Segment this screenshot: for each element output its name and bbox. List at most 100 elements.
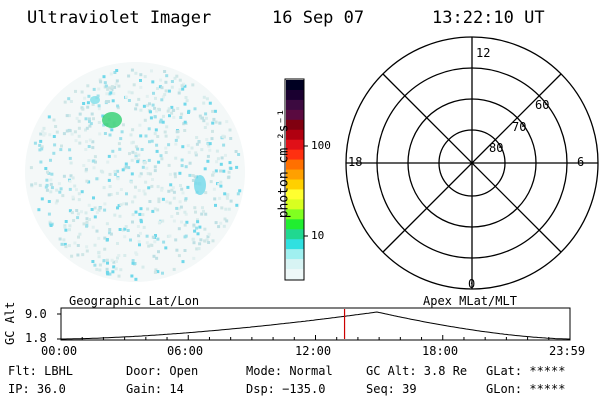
globe-speckle <box>109 232 113 236</box>
globe-speckle <box>84 128 87 132</box>
globe-speckle <box>160 186 164 190</box>
globe-speckle <box>137 240 141 244</box>
globe-speckle <box>114 82 118 86</box>
globe-speckle <box>93 215 97 219</box>
globe-speckle <box>194 210 197 214</box>
globe-speckle <box>179 205 183 209</box>
globe-speckle <box>130 172 134 176</box>
globe-speckle <box>102 123 106 127</box>
globe-speckle <box>145 241 149 245</box>
globe-speckle <box>141 165 145 169</box>
globe-speckle <box>178 171 182 175</box>
globe-speckle <box>62 132 66 136</box>
globe-speckle <box>119 268 123 272</box>
globe-speckle <box>219 162 223 166</box>
globe-speckle <box>139 218 143 222</box>
colorbar-segment <box>286 219 304 230</box>
globe-speckle <box>112 265 116 269</box>
globe-speckle <box>168 201 172 205</box>
globe-speckle <box>37 208 41 212</box>
globe-speckle <box>186 185 190 189</box>
globe-speckle <box>222 169 226 173</box>
globe-speckle <box>153 270 157 274</box>
globe-speckle <box>227 207 231 211</box>
globe-speckle <box>109 72 113 76</box>
globe-speckle <box>180 220 183 224</box>
globe-speckle <box>191 83 195 87</box>
globe-speckle <box>134 71 138 75</box>
globe-speckle <box>139 73 143 77</box>
globe-speckle <box>76 212 80 216</box>
globe-speckle <box>131 200 135 204</box>
altitude-xticks <box>60 335 571 340</box>
globe-speckle <box>71 176 75 180</box>
globe-speckle <box>148 140 151 144</box>
globe-speckle <box>184 165 188 169</box>
globe-speckle <box>213 197 217 201</box>
globe-speckle <box>168 172 172 176</box>
globe-speckle <box>153 132 157 136</box>
globe-speckle <box>52 151 56 155</box>
globe-speckle <box>134 145 138 149</box>
globe-speckle <box>134 277 138 281</box>
globe-speckle <box>164 146 168 150</box>
globe-speckle <box>167 143 171 147</box>
globe-speckle <box>193 229 197 233</box>
globe-speckle <box>145 234 149 238</box>
globe-speckle <box>187 150 191 154</box>
globe-speckle <box>228 161 232 165</box>
apex-section-label: Apex MLat/MLT <box>423 294 517 308</box>
globe-speckle <box>55 199 59 203</box>
colorbar-segment <box>286 109 304 121</box>
globe-speckle <box>212 117 216 121</box>
globe-speckle <box>130 141 134 145</box>
globe-speckle <box>160 98 164 102</box>
globe-speckle <box>130 91 134 95</box>
globe-speckle <box>219 221 223 225</box>
globe-speckle <box>50 186 54 190</box>
xtick-label-0000: 00:00 <box>41 344 78 358</box>
globe-speckle <box>183 102 187 106</box>
polar-label-right: 6 <box>577 155 585 169</box>
globe-speckle <box>110 85 114 89</box>
globe-speckle <box>112 92 116 96</box>
globe-speckle <box>183 249 187 252</box>
polar-label-bottom: 0 <box>468 277 476 291</box>
globe-speckle <box>75 116 79 120</box>
globe-speckle <box>83 96 87 100</box>
colorbar-segment <box>286 199 304 210</box>
globe-speckle <box>73 130 77 134</box>
globe-speckle <box>90 112 94 116</box>
globe-speckle <box>216 157 220 161</box>
globe-speckle <box>39 139 43 143</box>
globe-speckle <box>161 95 165 99</box>
globe-speckle <box>153 115 157 119</box>
globe-speckle <box>145 166 149 170</box>
globe-speckle <box>183 210 187 214</box>
globe-speckle <box>47 115 51 119</box>
globe-speckle <box>74 89 77 93</box>
globe-speckle <box>92 87 96 91</box>
dsp-status: Dsp: −135.0 <box>246 382 326 396</box>
globe-speckle <box>206 154 210 158</box>
globe-speckle <box>88 120 91 124</box>
globe-speckle <box>211 173 215 177</box>
globe-speckle <box>97 236 101 240</box>
globe-speckle <box>141 213 145 217</box>
globe-speckle <box>225 219 229 223</box>
globe-speckle <box>123 254 127 257</box>
globe-speckle <box>164 246 168 250</box>
globe-speckle <box>185 99 189 103</box>
globe-speckle <box>170 85 174 89</box>
globe-speckle <box>213 109 217 113</box>
globe-speckle <box>188 161 192 165</box>
colorbar-segment <box>286 159 304 171</box>
globe-speckle <box>77 119 81 123</box>
globe-speckle <box>108 133 112 137</box>
globe-speckle <box>60 242 64 246</box>
globe-speckle <box>208 142 212 146</box>
globe-speckle <box>211 109 215 113</box>
globe-speckle <box>73 241 77 245</box>
globe-speckle <box>45 183 49 187</box>
